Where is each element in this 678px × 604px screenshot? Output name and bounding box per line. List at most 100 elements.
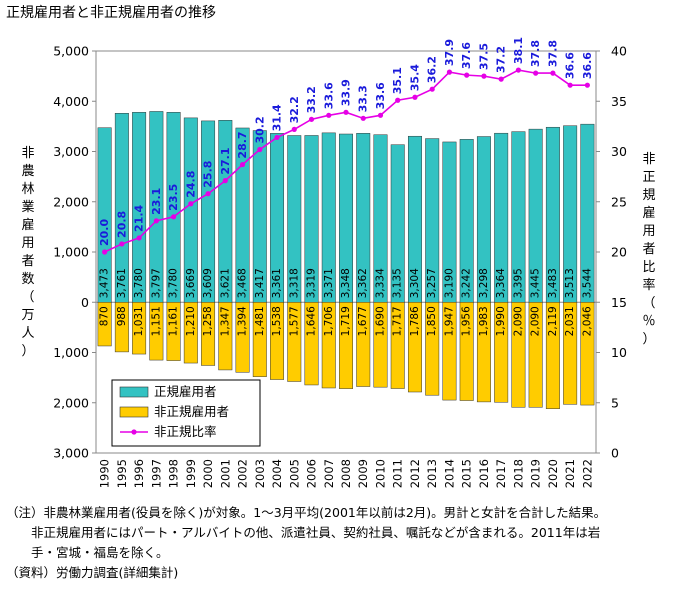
y-axis-right-label-char: 率 (642, 278, 656, 293)
ratio-value-label: 33.2 (305, 86, 318, 113)
ratio-value-label: 28.7 (236, 131, 249, 158)
x-tick-label: 1996 (132, 459, 146, 488)
ratio-value-label: 36.2 (426, 56, 439, 83)
bar-nonregular-value-label: 1,646 (306, 306, 318, 336)
bar-nonregular-value-label: 870 (99, 306, 111, 326)
ratio-value-label: 33.6 (374, 82, 387, 109)
bar-regular-value-label: 3,318 (288, 268, 300, 298)
bar-nonregular (511, 302, 526, 408)
ratio-point (550, 70, 556, 76)
bar-nonregular (97, 302, 112, 347)
y-axis-left-label-char: 業 (21, 200, 35, 215)
ratio-value-label: 33.9 (340, 79, 353, 106)
x-tick-label: 2008 (339, 459, 353, 488)
ratio-point (395, 97, 401, 103)
legend-swatch-regular (119, 386, 149, 398)
ratio-point (102, 249, 108, 255)
x-tick-label: 2014 (442, 459, 456, 488)
bar-regular-value-label: 3,780 (133, 268, 145, 298)
x-tick-label: 1995 (115, 459, 129, 488)
x-tick-label: 2010 (373, 459, 387, 488)
bar-nonregular-value-label: 1,394 (237, 306, 249, 336)
ratio-point (567, 82, 573, 88)
bar-nonregular (287, 302, 302, 382)
bar-regular-value-label: 3,242 (461, 268, 473, 298)
y-right-tick-label: 35 (611, 94, 627, 109)
ratio-value-label: 21.4 (133, 204, 146, 231)
note-line-1: （注）非農林業雇用者(役員を除く)が対象。1～3月平均(2001年以前は2月)。… (6, 505, 607, 520)
bar-nonregular (235, 302, 250, 373)
ratio-value-label: 37.8 (529, 40, 542, 67)
y-axis-left-label-char: 者 (21, 254, 35, 269)
ratio-value-label: 33.6 (322, 82, 335, 109)
legend-swatch-ratio-point (131, 429, 137, 435)
y-left-tick-label: 3,000 (53, 144, 89, 159)
ratio-point (515, 67, 522, 73)
bar-nonregular (201, 302, 216, 366)
bar-nonregular (459, 302, 474, 401)
bar-nonregular (476, 302, 491, 403)
ratio-value-label: 31.4 (271, 104, 284, 131)
bar-nonregular-value-label: 2,031 (564, 306, 576, 336)
ratio-value-label: 37.2 (495, 46, 508, 73)
bar-nonregular (425, 302, 440, 396)
bar-nonregular (356, 302, 371, 387)
bar-regular-value-label: 3,395 (512, 268, 524, 298)
bar-nonregular-value-label: 1,347 (219, 306, 231, 336)
y-left-tick-label: 1,000 (53, 345, 89, 360)
bar-nonregular-value-label: 1,258 (202, 306, 214, 336)
y-axis-left-label-char: 数 (21, 272, 35, 287)
bar-regular-value-label: 3,621 (219, 268, 231, 298)
note-line-2: 非正規雇用者にはパート・アルバイトの他、派遣社員、契約社員、嘱託などが含まれる。… (6, 525, 601, 540)
ratio-value-label: 37.5 (477, 43, 490, 70)
x-tick-label: 1990 (98, 459, 112, 488)
bar-nonregular (183, 302, 198, 364)
x-tick-label: 2016 (477, 459, 491, 488)
note-line-3: 手・宮城・福島を除く。 (6, 545, 169, 560)
x-tick-label: 2018 (511, 459, 525, 488)
bar-nonregular-value-label: 2,090 (512, 306, 524, 336)
x-tick-label: 2011 (391, 459, 405, 488)
bar-nonregular-value-label: 1,677 (357, 306, 369, 336)
x-tick-label: 2013 (425, 459, 439, 488)
bar-regular-value-label: 3,544 (581, 268, 593, 298)
bar-regular-value-label: 3,364 (495, 268, 507, 298)
ratio-point (222, 178, 228, 184)
ratio-point (464, 72, 470, 78)
ratio-point (377, 112, 384, 118)
y-axis-right-label-char: 雇 (642, 206, 656, 221)
bar-nonregular (545, 302, 560, 409)
bar-nonregular-value-label: 2,119 (547, 306, 559, 336)
ratio-point (533, 70, 539, 76)
y-axis-right-label-char: 者 (642, 242, 656, 257)
ratio-value-label: 20.0 (98, 219, 111, 246)
ratio-point (188, 201, 194, 207)
x-tick-label: 2022 (580, 459, 594, 488)
bar-nonregular (373, 302, 388, 388)
bar-nonregular (321, 302, 336, 389)
bar-nonregular-value-label: 1,577 (288, 306, 300, 336)
ratio-value-label: 37.6 (460, 42, 473, 69)
bar-regular-value-label: 3,348 (340, 268, 352, 298)
x-tick-label: 2004 (270, 459, 284, 488)
y-axis-right-label-char: 非 (642, 152, 656, 167)
y-axis-right-label-char: 正 (642, 170, 656, 185)
bar-regular-value-label: 3,483 (547, 268, 559, 298)
y-left-tick-label: 2,000 (53, 395, 89, 410)
bar-regular-value-label: 3,473 (99, 268, 111, 298)
bar-regular-value-label: 3,257 (426, 268, 438, 298)
bar-nonregular-value-label: 1,983 (478, 306, 490, 336)
y-right-tick-label: 30 (611, 144, 627, 159)
ratio-value-label: 24.8 (184, 171, 197, 198)
bar-nonregular-value-label: 1,719 (340, 306, 352, 336)
bar-nonregular (563, 302, 578, 405)
ratio-point (308, 116, 315, 122)
bar-regular-value-label: 3,334 (374, 268, 386, 298)
x-tick-label: 2003 (253, 459, 267, 488)
x-tick-label: 2021 (563, 459, 577, 488)
ratio-value-label: 37.9 (443, 39, 456, 66)
ratio-point (584, 82, 590, 88)
bar-regular-value-label: 3,761 (116, 268, 128, 298)
bar-regular-value-label: 3,445 (530, 268, 542, 298)
